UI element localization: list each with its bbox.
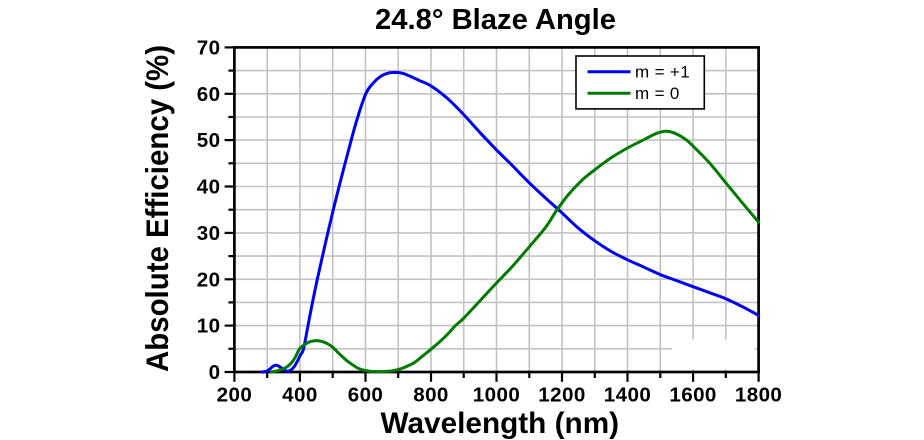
svg-text:1200: 1200: [538, 384, 585, 407]
svg-text:24.8° Blaze Angle: 24.8° Blaze Angle: [375, 4, 616, 36]
svg-text:Absolute Efficiency (%): Absolute Efficiency (%): [139, 45, 175, 372]
svg-text:m = 0: m = 0: [635, 84, 680, 103]
svg-text:70: 70: [197, 36, 221, 59]
svg-text:1400: 1400: [604, 384, 651, 407]
svg-text:m = +1: m = +1: [635, 62, 690, 81]
svg-text:400: 400: [282, 384, 318, 407]
svg-text:0: 0: [209, 361, 221, 384]
svg-text:20: 20: [197, 268, 221, 291]
svg-text:60: 60: [197, 83, 221, 106]
svg-text:1800: 1800: [735, 384, 782, 407]
svg-text:50: 50: [197, 129, 221, 152]
svg-text:800: 800: [413, 384, 449, 407]
svg-text:10: 10: [197, 315, 221, 338]
svg-text:40: 40: [197, 176, 221, 199]
svg-text:600: 600: [348, 384, 384, 407]
svg-text:30: 30: [197, 222, 221, 245]
svg-text:1600: 1600: [669, 384, 716, 407]
svg-text:1000: 1000: [473, 384, 520, 407]
svg-text:200: 200: [217, 384, 253, 407]
svg-text:Wavelength (nm): Wavelength (nm): [381, 407, 620, 440]
